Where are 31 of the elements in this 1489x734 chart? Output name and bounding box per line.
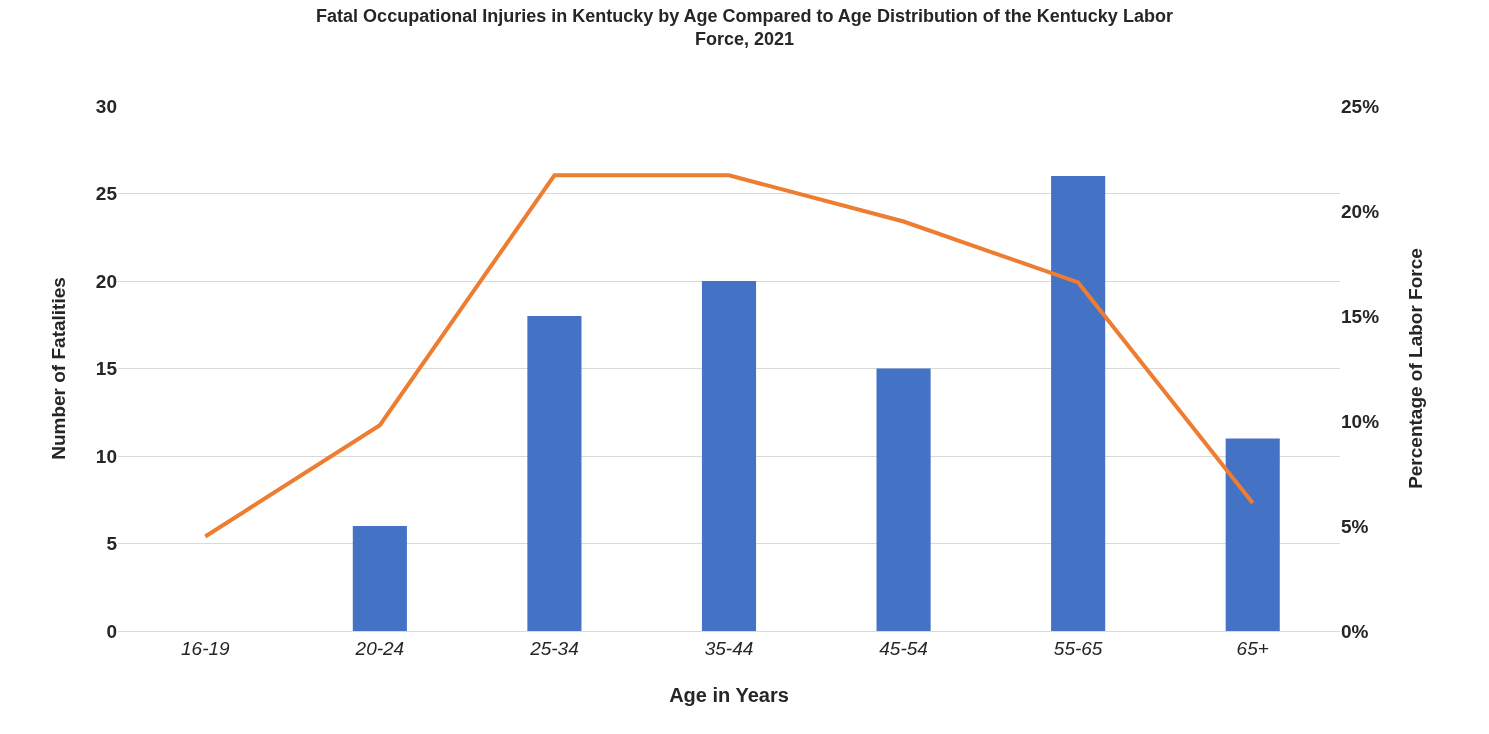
x-tick-label: 20-24	[354, 637, 405, 659]
y-tick-label: 25	[95, 183, 118, 205]
bar	[1225, 438, 1280, 631]
bar	[1051, 176, 1106, 631]
x-tick-label: 65+	[1236, 637, 1269, 659]
y2-tick-label: 5%	[1341, 515, 1369, 537]
y2-axis-title: Percentage of Labor Force	[1404, 248, 1426, 489]
y-axis-title: Number of Fatalities	[47, 277, 69, 460]
y2-tick-label: 0%	[1341, 620, 1369, 642]
x-tick-label: 35-44	[704, 637, 754, 659]
y-tick-label: 15	[95, 358, 118, 380]
y-tick-label: 0	[106, 620, 117, 642]
line-series	[203, 173, 1255, 539]
y-tick-label: 30	[95, 95, 117, 117]
bar	[876, 368, 931, 631]
y2-tick-label: 20%	[1341, 200, 1380, 222]
y-tick-label: 20	[95, 270, 117, 292]
y-tick-label: 10	[95, 445, 117, 467]
chart-title: Fatal Occupational Injuries in Kentucky by Age Compared to Age Distribution of the Kentucky Labor Force, 2021	[316, 6, 1173, 50]
y2-tick-label: 25%	[1341, 95, 1380, 117]
x-axis-title: Age in Years	[669, 684, 789, 707]
x-tick-label: 55-65	[1053, 637, 1103, 659]
y2-tick-label: 15%	[1341, 305, 1380, 327]
bar	[527, 316, 582, 631]
y-tick-label: 5	[106, 533, 118, 555]
x-tick-label: 45-54	[879, 637, 928, 659]
x-tick-label: 16-19	[180, 637, 231, 659]
y2-tick-label: 10%	[1341, 410, 1380, 432]
x-tick-label: 25-34	[529, 637, 579, 659]
bar	[352, 526, 407, 631]
bar	[701, 281, 757, 631]
